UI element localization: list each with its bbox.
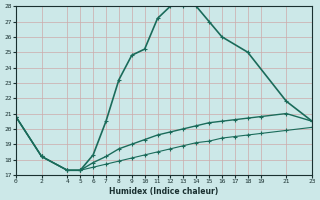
X-axis label: Humidex (Indice chaleur): Humidex (Indice chaleur) xyxy=(109,187,219,196)
